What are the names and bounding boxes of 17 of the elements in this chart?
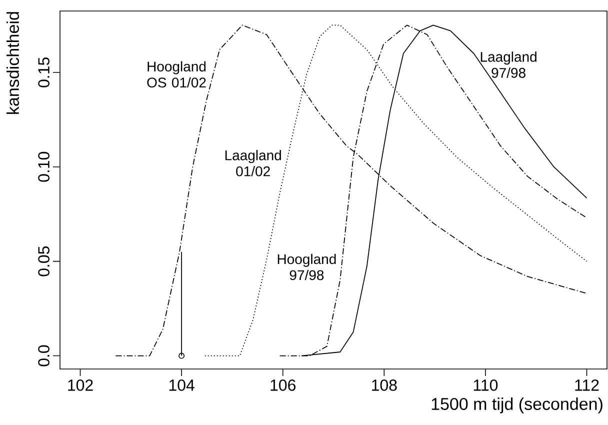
x-tick-label: 112	[575, 380, 599, 391]
x-tick-label: 106	[270, 380, 296, 391]
x-tick-label: 102	[68, 380, 93, 391]
y-tick-label: 0.10	[38, 152, 50, 182]
y-tick-label: 0.05	[38, 246, 50, 276]
x-tick-label: 110	[474, 380, 498, 391]
series-label: Laagland 01/02	[225, 150, 281, 176]
line-series	[115, 24, 588, 356]
y-axis-title: kansdichtheid	[6, 12, 20, 114]
series-label: Hoogland OS 01/02	[147, 61, 206, 88]
x-tick-label: 104	[169, 380, 194, 391]
y-tick-label: 0.0	[38, 345, 50, 366]
series-label: Hoogland 97/98	[278, 254, 336, 280]
y-tick-label: 0.15	[38, 57, 50, 88]
x-tick-label: 108	[372, 380, 397, 391]
x-axis-title: 1500 m tijd (seconden)	[432, 398, 602, 414]
series-label: Laagland 97/98	[480, 52, 536, 78]
